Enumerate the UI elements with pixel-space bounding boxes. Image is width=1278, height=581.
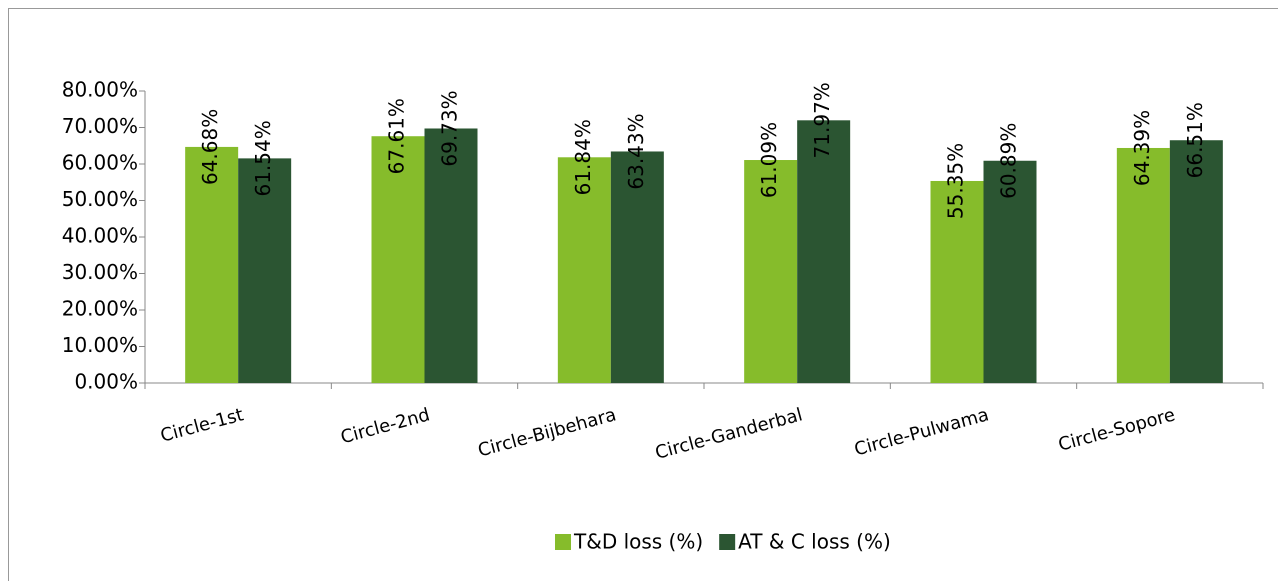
bar (238, 158, 292, 383)
data-label: 71.97% (810, 82, 834, 158)
bar (557, 157, 611, 383)
legend-label: T&D loss (%) (573, 530, 703, 554)
bar (424, 128, 478, 383)
y-tick-label: 50.00% (62, 187, 138, 211)
data-label: 69.73% (438, 90, 462, 166)
data-label: 66.51% (1183, 102, 1207, 178)
data-label: 67.61% (385, 98, 409, 174)
legend-swatch (555, 534, 571, 550)
bar (610, 151, 664, 383)
data-label: 61.09% (757, 122, 781, 198)
y-tick-label: 10.00% (62, 333, 138, 357)
y-tick-label: 80.00% (62, 78, 138, 102)
data-label: 60.89% (997, 123, 1021, 199)
y-tick-label: 0.00% (74, 370, 138, 394)
data-label: 55.35% (944, 143, 968, 219)
legend-label: AT & C loss (%) (738, 530, 891, 554)
data-label: 61.54% (251, 120, 275, 196)
bar (797, 120, 851, 383)
bar (744, 160, 798, 383)
bar (371, 136, 425, 383)
y-tick-label: 20.00% (62, 297, 138, 321)
bar (1169, 140, 1223, 383)
legend-swatch (719, 534, 736, 550)
bar (930, 180, 984, 383)
y-tick-label: 60.00% (62, 151, 138, 175)
bar (1116, 147, 1170, 383)
data-label: 61.84% (571, 119, 595, 195)
bar (185, 146, 239, 383)
data-label: 64.68% (198, 109, 222, 185)
data-label: 63.43% (624, 113, 648, 189)
y-tick-label: 70.00% (62, 114, 138, 138)
data-label: 64.39% (1130, 110, 1154, 186)
y-tick-label: 30.00% (62, 260, 138, 284)
bar (983, 160, 1037, 383)
y-tick-label: 40.00% (62, 224, 138, 248)
